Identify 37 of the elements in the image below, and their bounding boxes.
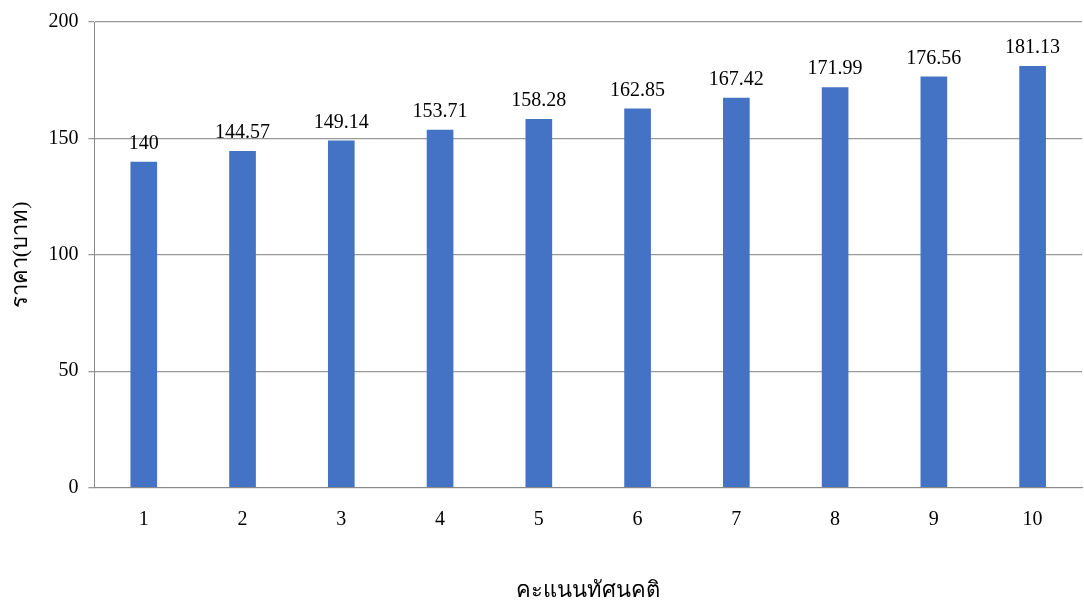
x-tick-label: 8 bbox=[830, 506, 841, 529]
x-tick-label: 3 bbox=[336, 506, 347, 529]
x-tick-label: 9 bbox=[928, 506, 939, 529]
bar bbox=[525, 119, 553, 487]
data-label: 162.85 bbox=[610, 77, 666, 100]
x-tick-label: 10 bbox=[1022, 506, 1043, 529]
x-tick-label: 7 bbox=[731, 506, 742, 529]
bar bbox=[130, 161, 158, 487]
y-tick-label: 150 bbox=[48, 125, 79, 148]
data-label: 158.28 bbox=[511, 88, 567, 111]
x-tick-label: 5 bbox=[533, 506, 544, 529]
bar bbox=[821, 87, 849, 487]
x-tick-label: 4 bbox=[435, 506, 446, 529]
x-tick-label: 6 bbox=[632, 506, 643, 529]
bar bbox=[1019, 65, 1046, 487]
data-label: 149.14 bbox=[313, 109, 369, 132]
bar bbox=[426, 129, 454, 487]
bar bbox=[624, 108, 651, 487]
y-axis-title: ราคา(บาท) bbox=[6, 201, 32, 309]
data-label: 153.71 bbox=[412, 99, 468, 122]
bar bbox=[920, 76, 948, 487]
y-tick-label: 50 bbox=[58, 358, 79, 381]
y-tick-label: 200 bbox=[48, 9, 79, 32]
data-label: 176.56 bbox=[906, 45, 962, 68]
data-label: 167.42 bbox=[708, 67, 764, 90]
bar bbox=[229, 151, 256, 487]
data-label: 171.99 bbox=[807, 56, 863, 79]
y-tick-label: 100 bbox=[48, 242, 79, 265]
x-tick-label: 2 bbox=[237, 506, 248, 529]
x-axis-title: คะแนนทัศนคติ bbox=[516, 576, 661, 602]
bar bbox=[327, 140, 355, 487]
y-tick-label: 0 bbox=[68, 474, 79, 497]
data-label: 181.13 bbox=[1005, 35, 1061, 58]
data-label: 140 bbox=[128, 130, 159, 153]
bar bbox=[723, 97, 750, 487]
data-label: 144.57 bbox=[215, 120, 271, 143]
x-tick-label: 1 bbox=[138, 506, 149, 529]
